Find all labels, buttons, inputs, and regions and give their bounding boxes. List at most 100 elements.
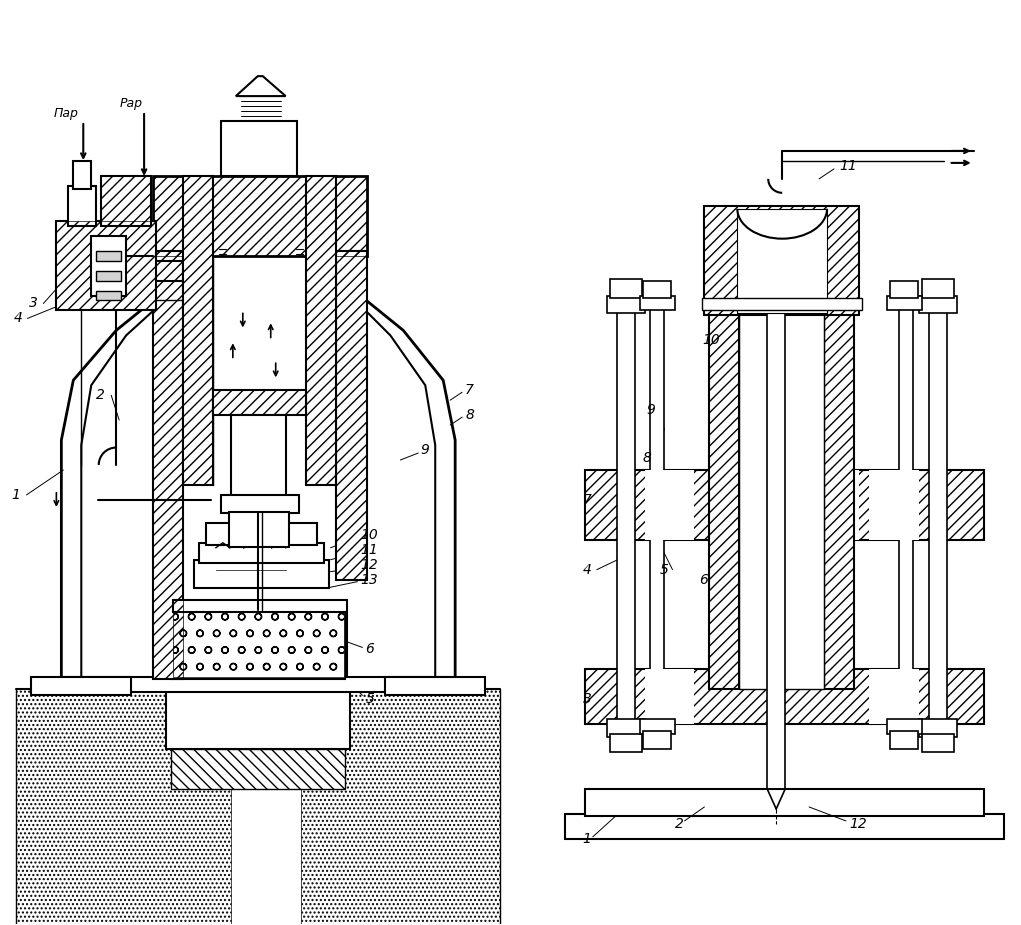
Text: 4: 4 [583,562,591,576]
Text: 12: 12 [360,558,378,572]
Bar [642,731,671,749]
Text: 1: 1 [583,832,591,845]
Bar [585,670,983,724]
Bar [922,278,954,299]
Polygon shape [173,611,343,677]
Bar [610,734,641,752]
Bar [644,470,694,540]
Bar [737,209,827,314]
Bar [96,290,121,301]
Bar [172,610,345,679]
Text: 5: 5 [660,562,669,576]
Bar [644,670,694,724]
Bar [101,176,151,226]
Text: Пар: Пар [54,106,79,119]
Bar [890,280,918,299]
Bar [585,470,983,540]
Text: 9: 9 [421,443,429,457]
Text: 11: 11 [360,543,378,557]
Bar [824,311,854,689]
Bar [74,161,91,189]
Text: 4: 4 [13,312,22,326]
Bar [173,599,347,611]
Bar [153,251,183,679]
Bar [922,734,954,752]
Bar [639,295,675,311]
Bar [898,295,913,724]
Bar [101,176,151,226]
Bar [68,186,96,226]
Bar [767,311,785,789]
Bar [229,512,289,547]
Bar [206,523,317,545]
Bar [213,390,305,415]
Bar [305,176,336,485]
Bar [336,251,368,580]
Bar [606,720,644,737]
Text: 3: 3 [30,297,39,311]
Bar [710,311,739,689]
Text: 6: 6 [699,573,709,586]
Bar [221,495,298,512]
Bar [221,121,297,176]
Bar [153,251,183,679]
Bar [305,176,336,485]
Bar [617,295,635,724]
Bar [824,311,854,689]
Text: 7: 7 [466,383,474,397]
Text: 7: 7 [583,493,591,507]
Text: 10: 10 [360,528,378,542]
Text: 9: 9 [646,403,655,417]
Bar [183,176,213,485]
Text: 3: 3 [583,692,591,707]
Bar [606,295,644,314]
Bar [199,543,324,562]
Bar [96,251,121,261]
Bar [183,176,213,485]
Text: 12: 12 [849,817,867,831]
Text: 13: 13 [360,573,378,586]
Bar [153,176,368,255]
Bar [929,295,946,724]
Text: 10: 10 [702,333,720,348]
Text: 11: 11 [839,159,857,173]
Text: 2: 2 [96,388,105,402]
Text: 5: 5 [366,692,375,707]
Bar [704,205,859,315]
Bar [172,749,345,789]
Bar [702,299,862,311]
Bar [166,679,350,749]
Text: 8: 8 [466,408,474,422]
Text: 6: 6 [366,643,375,657]
Bar [56,221,156,311]
Polygon shape [236,76,286,96]
Bar [194,560,329,587]
Text: 1: 1 [11,487,20,502]
Bar [649,295,664,724]
Bar [385,677,485,696]
Bar [585,470,983,540]
Bar [32,677,131,696]
Bar [739,311,824,689]
Bar [153,176,368,255]
Bar [56,221,156,311]
Bar [919,720,957,737]
Polygon shape [300,689,500,923]
Bar [869,670,919,724]
Text: 2: 2 [675,817,683,831]
Bar [642,280,671,299]
Bar [585,789,983,816]
Bar [61,677,450,692]
Bar [710,470,859,540]
Bar [91,236,127,295]
Bar [213,390,305,415]
Bar [231,415,286,500]
Bar [710,311,739,689]
Bar [610,278,641,299]
Bar [585,670,983,724]
Bar [96,271,121,280]
Text: Рар: Рар [119,96,143,109]
Text: 8: 8 [642,451,651,465]
Bar [869,470,919,540]
Bar [890,731,918,749]
